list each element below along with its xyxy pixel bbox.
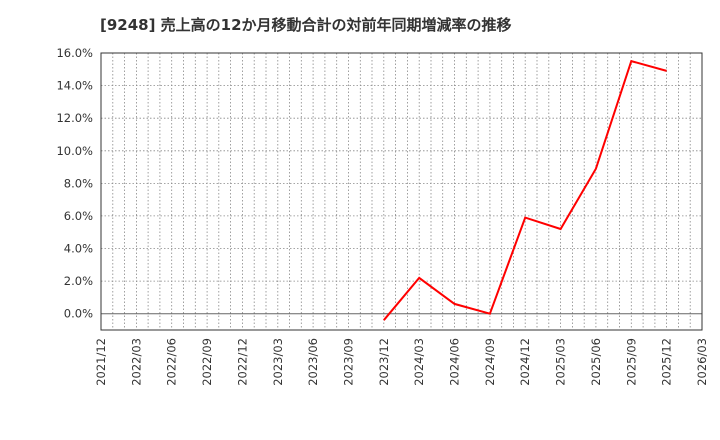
y-tick-label: 14.0% — [56, 79, 93, 93]
x-tick-label: 2022/12 — [235, 338, 249, 386]
x-tick-label: 2023/09 — [342, 338, 356, 386]
x-tick-label: 2022/03 — [129, 338, 143, 386]
y-axis-labels: 0.0% 2.0% 4.0% 6.0% 8.0% 10.0% 12.0% 14.0% 16.0% — [56, 46, 93, 321]
plot-area-frame — [100, 52, 703, 331]
x-tick-label: 2022/06 — [165, 338, 179, 386]
x-tick-label: 2021/12 — [94, 338, 108, 386]
x-tick-label: 2023/12 — [377, 338, 391, 386]
x-tick-label: 2024/06 — [448, 338, 462, 386]
y-tick-label: 10.0% — [56, 144, 93, 158]
x-tick-label: 2023/06 — [306, 338, 320, 386]
x-tick-label: 2024/09 — [483, 338, 497, 386]
x-tick-label: 2026/03 — [695, 338, 709, 386]
x-tick-label: 2025/09 — [624, 338, 638, 386]
x-axis-labels: 2021/12 2022/03 2022/06 2022/09 2022/12 2023/… — [94, 338, 709, 386]
x-tick-label: 2023/03 — [271, 338, 285, 386]
y-tick-label: 2.0% — [64, 274, 93, 288]
y-tick-label: 8.0% — [64, 176, 93, 190]
x-tick-label: 2024/03 — [412, 338, 426, 386]
x-tick-label: 2024/12 — [518, 338, 532, 386]
x-tick-label: 2025/12 — [660, 338, 674, 386]
y-tick-label: 0.0% — [64, 307, 93, 321]
y-tick-label: 16.0% — [56, 46, 93, 60]
x-tick-label: 2025/06 — [589, 338, 603, 386]
x-tick-label: 2022/09 — [200, 338, 214, 386]
x-tick-label: 2025/03 — [554, 338, 568, 386]
grid-lines — [101, 52, 702, 330]
y-tick-label: 6.0% — [64, 209, 93, 223]
y-tick-label: 12.0% — [56, 111, 93, 125]
y-tick-label: 4.0% — [64, 242, 93, 256]
data-line — [383, 59, 667, 321]
chart-title: [9248] 売上高の12か月移動合計の対前年同期増減率の推移 — [100, 16, 512, 34]
